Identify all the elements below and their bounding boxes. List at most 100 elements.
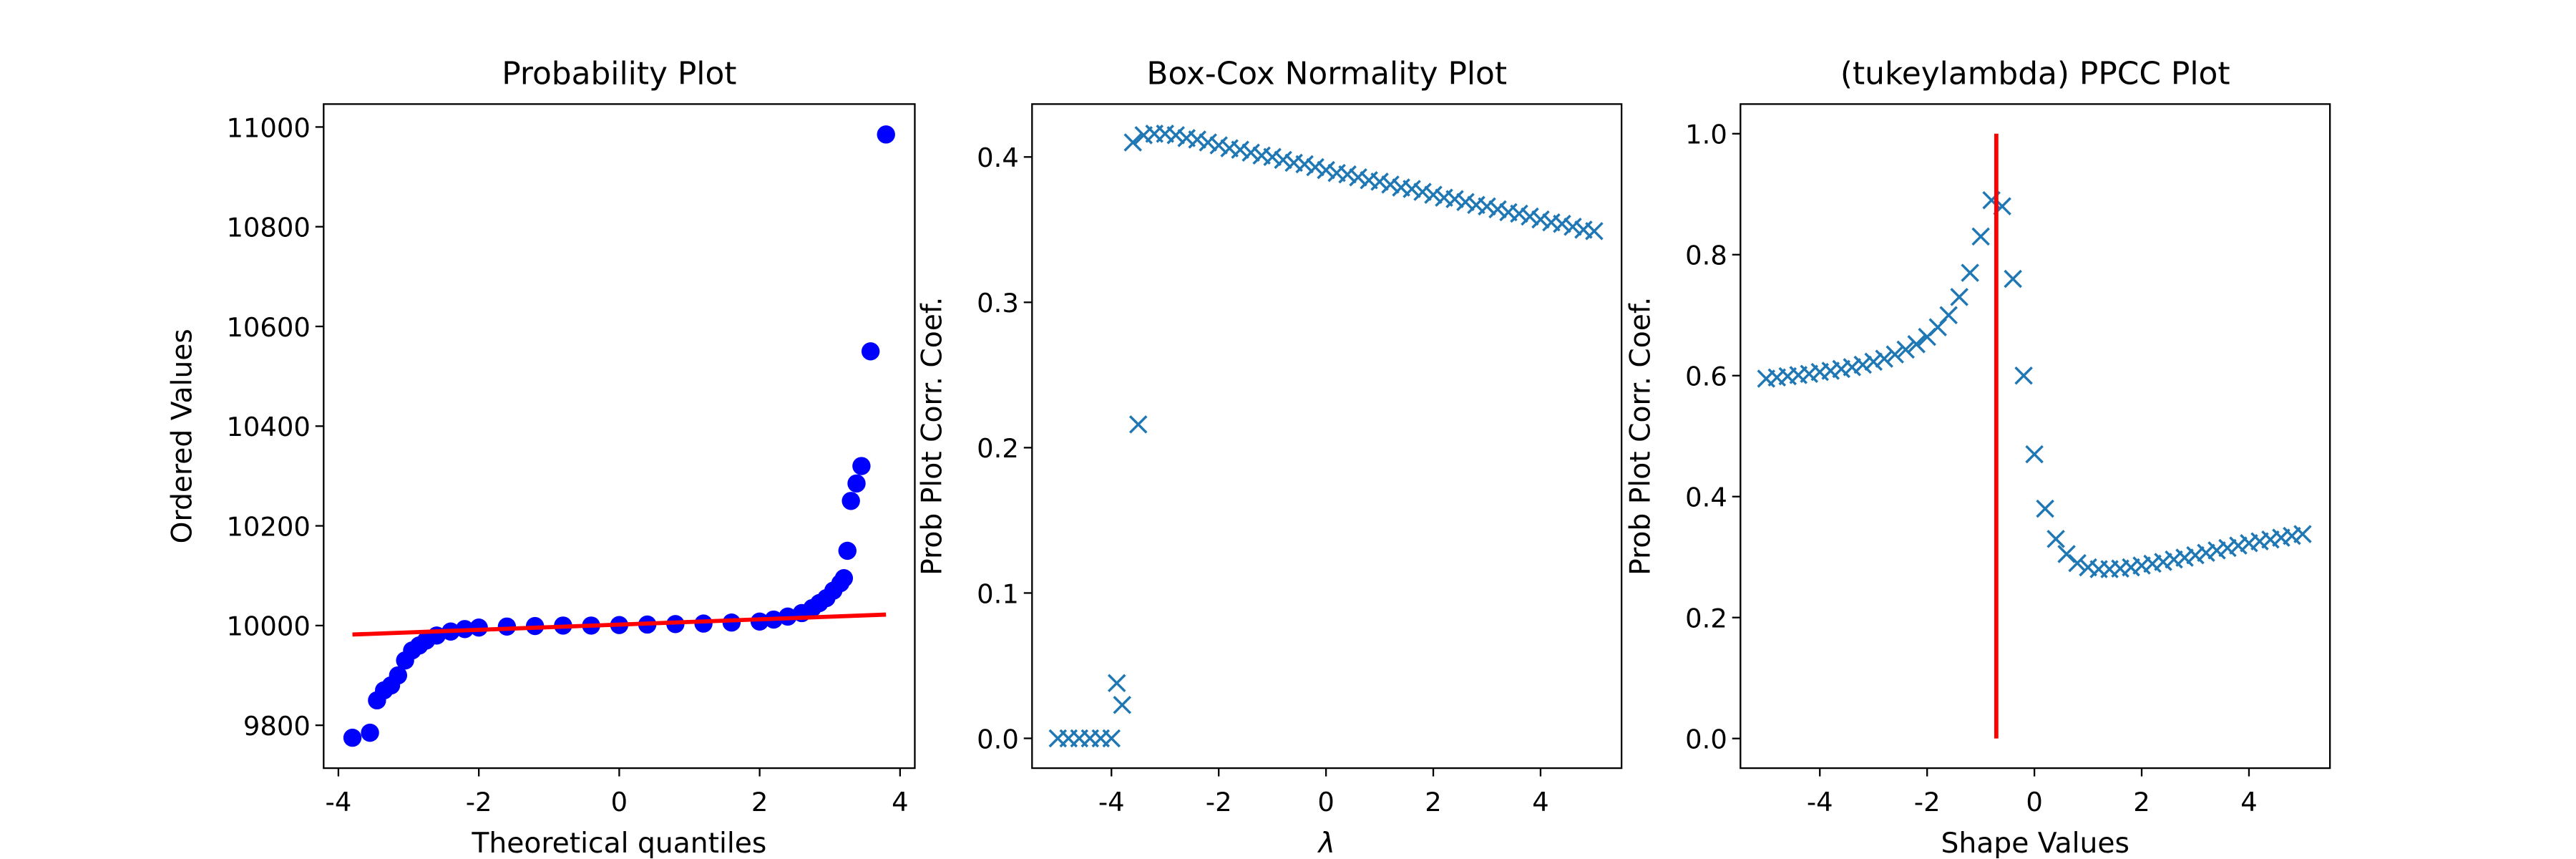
x-tick-label: 0 xyxy=(611,787,628,817)
x-tick-label: 2 xyxy=(1425,787,1441,817)
point xyxy=(2207,541,2226,560)
chart-title: Box-Cox Normality Plot xyxy=(1146,56,1507,92)
x-tick-label: -2 xyxy=(466,787,492,817)
point xyxy=(2025,445,2044,464)
y-tick-label: 0.0 xyxy=(977,724,1019,754)
point xyxy=(2229,536,2248,555)
point xyxy=(694,614,713,633)
point xyxy=(1349,168,1367,187)
point xyxy=(841,492,860,510)
axes-frame xyxy=(1740,103,2331,770)
point xyxy=(1531,210,1550,229)
point xyxy=(1907,335,1926,354)
y-tick-label: 10600 xyxy=(226,312,310,343)
point xyxy=(497,617,517,636)
x-axis-label: Shape Values xyxy=(1941,828,2129,859)
y-tick-label: 0.4 xyxy=(1685,482,1727,513)
point xyxy=(1123,133,1143,152)
point xyxy=(1456,193,1475,211)
point xyxy=(1939,306,1958,325)
point xyxy=(838,541,857,560)
point xyxy=(1128,415,1148,434)
chart-title: Probability Plot xyxy=(502,56,736,92)
x-tick-label: -4 xyxy=(1098,787,1125,817)
point xyxy=(877,125,895,144)
point xyxy=(1424,185,1443,204)
point xyxy=(1553,214,1571,233)
point xyxy=(2014,366,2033,385)
point xyxy=(2186,545,2205,565)
y-tick-label: 0.2 xyxy=(1685,603,1727,634)
point xyxy=(1209,136,1228,155)
point xyxy=(469,618,488,637)
y-tick-label: 10000 xyxy=(226,611,310,642)
point xyxy=(1521,207,1539,226)
point xyxy=(1445,190,1464,208)
x-tick-label: 4 xyxy=(892,787,908,817)
point xyxy=(1306,157,1324,177)
axes-frame xyxy=(323,103,916,770)
x-tick-label: 2 xyxy=(2133,787,2150,817)
point xyxy=(361,723,379,742)
point xyxy=(1478,197,1496,216)
point xyxy=(1113,695,1132,714)
point xyxy=(2036,499,2054,518)
point xyxy=(343,728,362,747)
y-tick-label: 11000 xyxy=(226,112,310,143)
x-tick-label: -4 xyxy=(1807,787,1833,817)
point xyxy=(1370,173,1389,191)
point xyxy=(1413,183,1432,201)
y-tick-label: 1.0 xyxy=(1685,120,1727,150)
y-tick-label: 0.0 xyxy=(1685,724,1727,755)
point xyxy=(861,342,880,361)
point xyxy=(1885,345,1904,364)
y-tick-label: 0.6 xyxy=(1685,361,1727,392)
x-tick-label: -2 xyxy=(1206,787,1232,817)
y-tick-label: 10200 xyxy=(226,511,310,542)
point xyxy=(847,474,866,493)
x-tick-label: 0 xyxy=(1317,787,1334,817)
point xyxy=(834,569,854,588)
point xyxy=(2197,543,2215,563)
point xyxy=(1563,217,1582,236)
point xyxy=(2004,269,2022,288)
axes-frame xyxy=(1031,103,1623,770)
point xyxy=(1166,126,1185,145)
point xyxy=(1199,133,1217,152)
point xyxy=(1950,288,1968,306)
x-axis-label: λ xyxy=(1317,828,1335,859)
point xyxy=(1274,150,1292,170)
point xyxy=(2046,530,2065,548)
point xyxy=(1381,175,1400,194)
point xyxy=(1585,222,1604,241)
x-axis-label: Theoretical quantiles xyxy=(471,828,766,859)
point xyxy=(1864,352,1883,372)
point xyxy=(1295,155,1314,174)
y-tick-label: 0.8 xyxy=(1685,241,1727,271)
x-tick-label: 4 xyxy=(1532,787,1548,817)
point xyxy=(2218,538,2237,558)
point xyxy=(1188,130,1206,149)
point xyxy=(2175,548,2194,567)
x-tick-label: 2 xyxy=(751,787,768,817)
point xyxy=(1971,227,1990,246)
y-axis-label: Ordered Values xyxy=(167,329,199,543)
x-tick-label: -4 xyxy=(326,787,352,817)
point xyxy=(1961,263,1979,282)
point xyxy=(2068,553,2087,573)
point xyxy=(389,666,408,685)
point xyxy=(1241,143,1260,162)
point xyxy=(1107,674,1126,693)
point xyxy=(1853,355,1872,374)
point xyxy=(750,612,769,631)
point xyxy=(1338,165,1357,184)
point xyxy=(1875,349,1893,368)
y-tick-label: 10800 xyxy=(226,213,310,243)
y-tick-label: 10400 xyxy=(226,412,310,442)
point xyxy=(852,457,871,475)
y-tick-label: 9800 xyxy=(243,711,311,742)
fit-line xyxy=(352,612,887,637)
